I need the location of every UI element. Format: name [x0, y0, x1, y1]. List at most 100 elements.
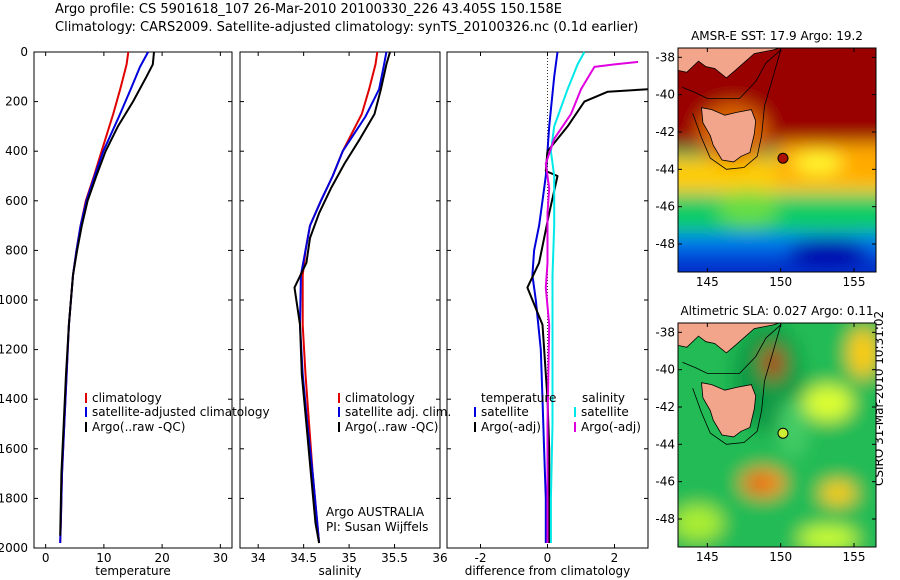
y-tick-label: 1600 — [0, 442, 28, 456]
field-blob — [803, 385, 853, 421]
field-blob — [763, 347, 783, 379]
map-field — [678, 323, 876, 547]
x-axis-label: difference from climatology — [465, 564, 631, 578]
panel-frame — [33, 51, 233, 549]
legend-3-salinity-heading: salinity — [582, 391, 625, 405]
map-field — [678, 48, 876, 272]
map-x-tick-label: 155 — [843, 275, 866, 289]
map-y-tick-label: -38 — [655, 325, 675, 339]
x-tick-label: 34.5 — [290, 551, 317, 565]
y-tick-label: 2000 — [0, 541, 28, 555]
map-y-tick-label: -46 — [655, 200, 675, 214]
legend-3-temperature-heading: temperature — [481, 391, 556, 405]
map-x-tick-label: 155 — [843, 550, 866, 564]
series-line-salinity-argo-adj- — [544, 60, 639, 543]
field-patch — [678, 48, 876, 148]
map-y-tick-label: -44 — [655, 162, 675, 176]
map-x-tick-label: 150 — [769, 550, 792, 564]
argo-float-marker — [777, 152, 789, 164]
y-tick-label: 600 — [5, 194, 28, 208]
x-tick-label: 36 — [432, 551, 447, 565]
y-tick-label: 1200 — [0, 343, 28, 357]
profile-panel-1: 0 10 20 30 temperature — [33, 51, 233, 578]
tasmania-landmass — [701, 382, 757, 438]
tasmania-landmass — [701, 107, 757, 163]
field-blob — [678, 505, 723, 541]
series-line-temperature-argo-adj- — [526, 88, 649, 543]
x-tick-label: 35 — [341, 551, 356, 565]
y-tick-label: 200 — [5, 95, 28, 109]
map-y-tick-label: -46 — [655, 475, 675, 489]
map-y-tick-label: -44 — [655, 437, 675, 451]
x-tick-label: 2 — [611, 551, 619, 565]
map-frame — [677, 47, 877, 273]
series-line-argo-raw-qc- — [293, 51, 391, 544]
series-line-temperature-satellite — [531, 51, 559, 543]
y-tick-label: 1400 — [0, 392, 28, 406]
series-group — [526, 51, 649, 543]
field-blob — [798, 526, 858, 547]
x-tick-label: 20 — [154, 551, 169, 565]
map-x-tick-label: 150 — [769, 275, 792, 289]
map-field-blur — [678, 323, 876, 547]
map-frame — [677, 322, 877, 548]
x-tick-label: 30 — [213, 551, 228, 565]
x-axis-label: salinity — [318, 564, 361, 578]
field-blob — [718, 190, 778, 226]
legend-2-argo-text: Argo(..raw -QC) — [345, 420, 438, 434]
legend-3-sal-satellite-text: satellite — [581, 405, 629, 419]
profile-panel-2: 34 34.5 35 35.5 36 salinity — [239, 51, 448, 578]
series-group — [293, 51, 391, 544]
map-y-tick-label: -48 — [655, 512, 675, 526]
y-tick-label: 0 — [20, 45, 28, 59]
figure-title-line-2: Climatology: CARS2009. Satellite-adjuste… — [55, 20, 639, 35]
map-y-tick-label: -42 — [655, 125, 675, 139]
map-y-tick-label: -40 — [655, 363, 675, 377]
map-title: AMSR-E SST: 17.9 Argo: 19.2 — [691, 29, 863, 43]
x-tick-label: 35.5 — [381, 551, 408, 565]
legend-2-satellite-text: satellite adj. clim. — [345, 405, 451, 419]
series-line-salinity-satellite — [549, 51, 586, 543]
map-y-tick-label: -48 — [655, 237, 675, 251]
y-tick-label: 800 — [5, 243, 28, 257]
panel-frame — [239, 51, 441, 549]
y-tick-label: 1000 — [0, 293, 28, 307]
mainland-landmass — [678, 48, 780, 79]
x-tick-label: 34 — [251, 551, 266, 565]
field-blob — [750, 477, 766, 489]
mainland-landmass — [678, 323, 780, 354]
legend-2-climatology-text: climatology — [345, 391, 415, 405]
argo-float-marker — [777, 427, 789, 439]
field-blob — [848, 328, 876, 378]
legend-3-temp-satellite-text: satellite — [481, 405, 529, 419]
map-y-tick-label: -42 — [655, 400, 675, 414]
field-blob — [778, 398, 808, 458]
series-group — [59, 51, 155, 544]
map-panel-2: -38 -40 -42 -44 -46 -48 145 150 155 Altimetric SL… — [655, 304, 877, 564]
series-line-satellite-adj-clim- — [299, 51, 388, 544]
figure-title-line-1: Argo profile: CS 5901618_107 26-Mar-2010… — [55, 2, 563, 17]
x-tick-label: 0 — [544, 551, 552, 565]
field-blob — [788, 239, 868, 267]
x-tick-label: 0 — [42, 551, 50, 565]
field-blob — [820, 481, 856, 505]
legend-1-argo-text: Argo(..raw -QC) — [92, 420, 185, 434]
legend-3-temp-argo-text: Argo(-adj) — [481, 420, 541, 434]
shelf-contour — [682, 48, 782, 170]
map-y-tick-label: -38 — [655, 50, 675, 64]
x-axis-label: temperature — [95, 564, 170, 578]
legend-1-satellite-text: satellite-adjusted climatology — [92, 405, 270, 419]
x-tick-label: -2 — [475, 551, 487, 565]
map-title: Altimetric SLA: 0.027 Argo: 0.11 — [680, 304, 873, 318]
series-line-argo-raw-qc- — [59, 51, 155, 536]
y-tick-label: 1800 — [0, 491, 28, 505]
map-x-tick-label: 145 — [696, 275, 719, 289]
legend-1-climatology-text: climatology — [92, 391, 162, 405]
map-y-tick-label: -40 — [655, 88, 675, 102]
annotation-pi: PI: Susan Wijffels — [326, 520, 428, 534]
legend-3-sal-argo-text: Argo(-adj) — [581, 420, 641, 434]
annotation-argo-australia: Argo AUSTRALIA — [326, 505, 425, 519]
y-tick-label: 400 — [5, 144, 28, 158]
